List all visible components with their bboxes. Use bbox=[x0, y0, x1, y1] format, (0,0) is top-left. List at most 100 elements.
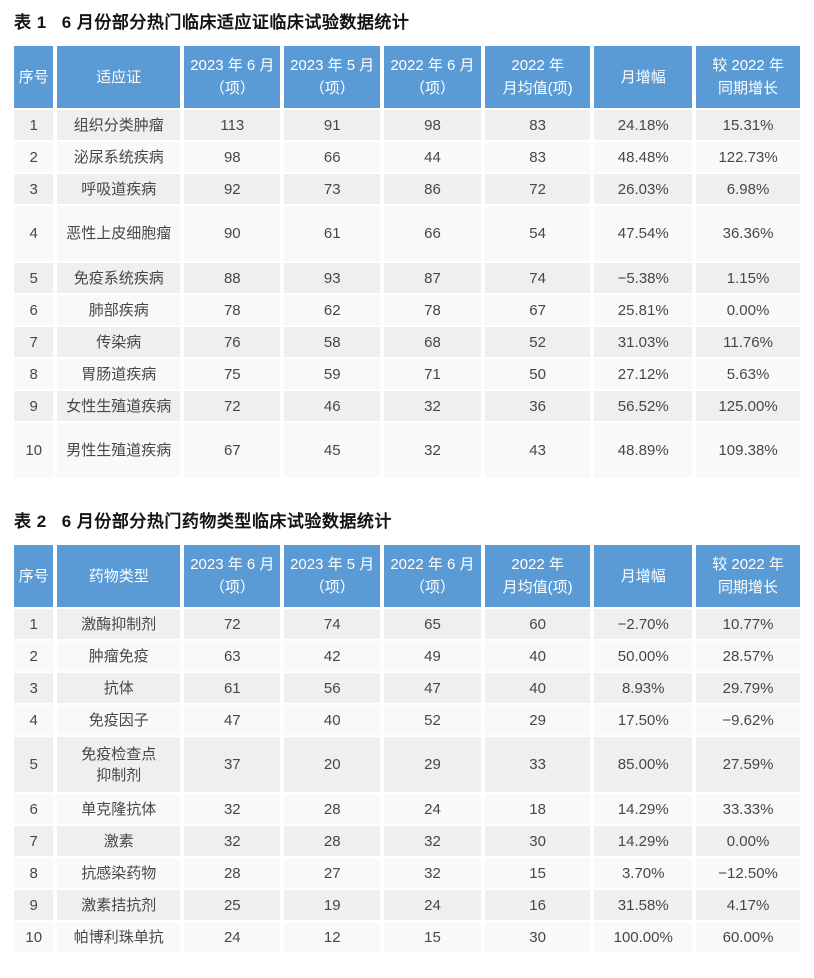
row-value: 15.31% bbox=[696, 110, 800, 140]
row-value: 72 bbox=[184, 391, 281, 421]
row-value: 74 bbox=[484, 263, 591, 293]
row-value: 71 bbox=[383, 359, 481, 389]
row-value: 49 bbox=[383, 641, 481, 671]
table-row: 6 肺部疾病 78 62 78 67 25.81% 0.00% bbox=[14, 295, 800, 325]
row-value: 8.93% bbox=[594, 673, 693, 703]
column-header: 月增幅 bbox=[594, 46, 693, 108]
row-value: 90 bbox=[184, 206, 281, 261]
row-value: 1.15% bbox=[696, 263, 800, 293]
row-value: 91 bbox=[284, 110, 380, 140]
row-value: 54 bbox=[484, 206, 591, 261]
row-value: 48.48% bbox=[594, 142, 693, 172]
row-category: 女性生殖道疾病 bbox=[57, 391, 181, 421]
row-category: 传染病 bbox=[57, 327, 181, 357]
row-value: 93 bbox=[284, 263, 380, 293]
row-value: 36.36% bbox=[696, 206, 800, 261]
row-value: 87 bbox=[383, 263, 481, 293]
row-value: 28.57% bbox=[696, 641, 800, 671]
row-value: 32 bbox=[383, 391, 481, 421]
row-value: 24 bbox=[184, 922, 281, 952]
row-value: 98 bbox=[383, 110, 481, 140]
row-value: 27.12% bbox=[594, 359, 693, 389]
row-value: 30 bbox=[484, 922, 591, 952]
column-header: 2022 年 6 月 （项） bbox=[383, 545, 481, 607]
row-value: 3.70% bbox=[594, 858, 693, 888]
row-value: 36 bbox=[484, 391, 591, 421]
row-category: 组织分类肿瘤 bbox=[57, 110, 181, 140]
row-value: 65 bbox=[383, 609, 481, 639]
row-value: 26.03% bbox=[594, 174, 693, 204]
row-value: 27 bbox=[284, 858, 380, 888]
column-header: 药物类型 bbox=[57, 545, 181, 607]
row-category: 激素拮抗剂 bbox=[57, 890, 181, 920]
row-category: 胃肠道疾病 bbox=[57, 359, 181, 389]
row-value: 32 bbox=[383, 423, 481, 478]
row-value: 76 bbox=[184, 327, 281, 357]
row-value: 28 bbox=[284, 794, 380, 824]
row-value: 56.52% bbox=[594, 391, 693, 421]
table-2-title: 表 2 6 月份部分热门药物类型临床试验数据统计 bbox=[14, 511, 800, 533]
row-value: 125.00% bbox=[696, 391, 800, 421]
row-value: 25.81% bbox=[594, 295, 693, 325]
row-value: −12.50% bbox=[696, 858, 800, 888]
row-value: 11.76% bbox=[696, 327, 800, 357]
table-row: 1 组织分类肿瘤 113 91 98 83 24.18% 15.31% bbox=[14, 110, 800, 140]
row-value: 74 bbox=[284, 609, 380, 639]
row-index: 10 bbox=[14, 423, 54, 478]
row-value: 42 bbox=[284, 641, 380, 671]
row-value: 30 bbox=[484, 826, 591, 856]
row-value: 47 bbox=[383, 673, 481, 703]
row-value: 47 bbox=[184, 705, 281, 735]
row-value: 113 bbox=[184, 110, 281, 140]
row-category: 抗感染药物 bbox=[57, 858, 181, 888]
row-value: 61 bbox=[284, 206, 380, 261]
row-value: 59 bbox=[284, 359, 380, 389]
row-value: 28 bbox=[284, 826, 380, 856]
row-value: 29 bbox=[484, 705, 591, 735]
column-header: 序号 bbox=[14, 46, 54, 108]
row-value: 43 bbox=[484, 423, 591, 478]
row-value: 73 bbox=[284, 174, 380, 204]
row-value: 44 bbox=[383, 142, 481, 172]
drug-types-table: 序号 药物类型 2023 年 6 月 （项） 2023 年 5 月 （项） 2022 年… bbox=[10, 543, 804, 954]
row-value: 32 bbox=[383, 826, 481, 856]
column-header: 序号 bbox=[14, 545, 54, 607]
row-category: 单克隆抗体 bbox=[57, 794, 181, 824]
row-value: 63 bbox=[184, 641, 281, 671]
table-row: 9 激素拮抗剂 25 19 24 16 31.58% 4.17% bbox=[14, 890, 800, 920]
row-category: 免疫检查点 抑制剂 bbox=[57, 737, 181, 792]
row-value: 83 bbox=[484, 142, 591, 172]
row-value: 56 bbox=[284, 673, 380, 703]
row-index: 8 bbox=[14, 858, 54, 888]
table-2-label: 表 2 bbox=[14, 512, 47, 531]
row-value: 24.18% bbox=[594, 110, 693, 140]
row-value: 60.00% bbox=[696, 922, 800, 952]
row-value: 33.33% bbox=[696, 794, 800, 824]
row-category: 激素 bbox=[57, 826, 181, 856]
row-value: 122.73% bbox=[696, 142, 800, 172]
table-1-title: 表 1 6 月份部分热门临床适应证临床试验数据统计 bbox=[14, 12, 800, 34]
column-header: 2023 年 5 月 （项） bbox=[284, 545, 380, 607]
row-value: 72 bbox=[484, 174, 591, 204]
row-value: 14.29% bbox=[594, 794, 693, 824]
table-row: 2 泌尿系统疾病 98 66 44 83 48.48% 122.73% bbox=[14, 142, 800, 172]
row-index: 6 bbox=[14, 295, 54, 325]
row-index: 3 bbox=[14, 174, 54, 204]
table-row: 6 单克隆抗体 32 28 24 18 14.29% 33.33% bbox=[14, 794, 800, 824]
table-row: 4 恶性上皮细胞瘤 90 61 66 54 47.54% 36.36% bbox=[14, 206, 800, 261]
row-value: 67 bbox=[484, 295, 591, 325]
row-value: 15 bbox=[383, 922, 481, 952]
row-category: 肺部疾病 bbox=[57, 295, 181, 325]
row-value: 16 bbox=[484, 890, 591, 920]
row-category: 男性生殖道疾病 bbox=[57, 423, 181, 478]
column-header: 2022 年 月均值(项) bbox=[484, 46, 591, 108]
row-value: 32 bbox=[383, 858, 481, 888]
row-category: 肿瘤免疫 bbox=[57, 641, 181, 671]
indications-table: 序号 适应证 2023 年 6 月 （项） 2023 年 5 月 （项） 2022 年 … bbox=[10, 44, 804, 480]
table-row: 7 激素 32 28 32 30 14.29% 0.00% bbox=[14, 826, 800, 856]
row-value: 52 bbox=[383, 705, 481, 735]
column-header: 月增幅 bbox=[594, 545, 693, 607]
row-value: −9.62% bbox=[696, 705, 800, 735]
row-value: 50 bbox=[484, 359, 591, 389]
